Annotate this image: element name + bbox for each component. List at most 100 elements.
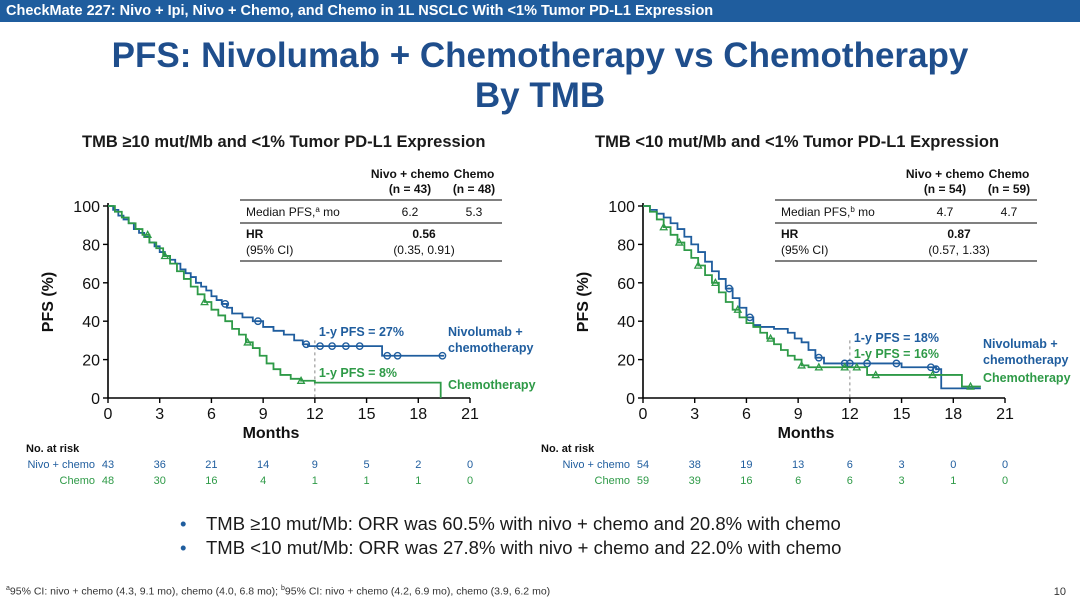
risk-value-nivo: 0 (1002, 459, 1008, 471)
risk-value-nivo: 21 (205, 459, 217, 471)
risk-value-chemo: 6 (795, 475, 801, 487)
risk-value-chemo: 59 (637, 475, 649, 487)
stats-hr-value: 0.56 (412, 227, 436, 241)
y-tick-label: 0 (91, 391, 100, 408)
nivo-km-curve (643, 205, 981, 390)
x-tick-label: 12 (841, 406, 859, 423)
y-tick-label: 80 (82, 237, 100, 254)
risk-value-chemo: 6 (847, 475, 853, 487)
footnote-text-b: 95% CI: nivo + chemo (4.2, 6.9 mo), chem… (284, 585, 551, 598)
stats-col2-n: (n = 48) (453, 182, 495, 196)
chemo-censor-marker (766, 333, 775, 342)
y-axis-label: PFS (%) (40, 272, 57, 332)
x-tick-label: 18 (944, 406, 962, 423)
chemo-censor-marker (243, 337, 253, 346)
risk-value-chemo: 39 (689, 475, 701, 487)
risk-table-header: No. at risk (541, 443, 595, 455)
footnote-sup-b: b (281, 585, 285, 592)
x-axis-label: Months (778, 425, 835, 442)
y-tick-label: 100 (608, 199, 635, 216)
x-tick-label: 15 (358, 406, 376, 423)
stats-ci-label: (95% CI) (246, 243, 293, 257)
risk-value-nivo: 3 (899, 459, 905, 471)
risk-value-nivo: 0 (950, 459, 956, 471)
risk-row-label-nivo: Nivo + chemo (562, 459, 630, 471)
risk-value-nivo: 9 (312, 459, 318, 471)
risk-table-header: No. at risk (26, 443, 80, 455)
risk-value-chemo: 16 (740, 475, 752, 487)
x-tick-label: 18 (409, 406, 427, 423)
risk-value-chemo: 1 (312, 475, 318, 487)
nivo-censor-marker (393, 351, 402, 360)
nivo-censor-marker (302, 340, 311, 349)
chemo-legend-label: Chemotherapy (983, 371, 1071, 385)
slide-title: PFS: Nivolumab + Chemotherapy vs Chemoth… (0, 36, 1080, 116)
median-label-unit: mo (855, 205, 875, 219)
risk-value-chemo: 1 (415, 475, 421, 487)
stats-median-label: Median PFS,a mo (246, 205, 340, 219)
x-tick-label: 12 (306, 406, 324, 423)
nivo-censor-marker (438, 351, 447, 360)
chemo-censor-marker (814, 362, 824, 371)
footnote-sup-a: a (6, 585, 10, 592)
y-tick-label: 0 (626, 391, 635, 408)
risk-value-nivo: 36 (154, 459, 166, 471)
y-tick-label: 40 (617, 314, 635, 331)
nivo-legend-label: Nivolumab + (448, 325, 523, 339)
bullet-text: TMB ≥10 mut/Mb: ORR was 60.5% with nivo … (206, 513, 841, 534)
chemo-1y-pfs-annotation: 1-y PFS = 8% (319, 366, 397, 380)
nivo-censor-marker (725, 284, 734, 293)
orr-bullet-list: • TMB ≥10 mut/Mb: ORR was 60.5% with nivo… (180, 512, 841, 560)
nivo-1y-pfs-annotation: 1-y PFS = 18% (854, 331, 939, 345)
y-tick-label: 60 (617, 276, 635, 293)
nivo-censor-marker (383, 351, 392, 360)
risk-value-chemo: 4 (260, 475, 266, 487)
nivo-legend-label: Nivolumab + (983, 337, 1058, 351)
nivo-censor-marker (254, 317, 262, 326)
y-axis-label: PFS (%) (575, 272, 592, 332)
nivo-censor-marker (316, 342, 324, 351)
left-panel-title: TMB ≥10 mut/Mb and <1% Tumor PD-L1 Expre… (82, 133, 486, 151)
risk-value-chemo: 3 (899, 475, 905, 487)
x-tick-label: 21 (461, 406, 479, 423)
chemo-censor-marker (674, 237, 684, 246)
chemo-censor-marker (200, 297, 209, 306)
stats-hr-value: 0.87 (947, 227, 971, 241)
x-tick-label: 9 (794, 406, 803, 423)
chemo-1y-pfs-annotation: 1-y PFS = 16% (854, 347, 939, 361)
nivo-censor-marker (341, 342, 350, 351)
stats-median-nivo: 6.2 (402, 205, 419, 219)
risk-value-nivo: 5 (364, 459, 370, 471)
title-line-2: By TMB (474, 76, 606, 115)
title-line-1: PFS: Nivolumab + Chemotherapy vs Chemoth… (111, 36, 969, 75)
x-tick-label: 0 (104, 406, 113, 423)
x-tick-label: 9 (259, 406, 268, 423)
right-panel-title: TMB <10 mut/Mb and <1% Tumor PD-L1 Expre… (595, 133, 1000, 151)
nivo-censor-marker (355, 342, 364, 351)
nivo-1y-pfs-annotation: 1-y PFS = 27% (319, 325, 404, 339)
y-tick-label: 100 (73, 199, 100, 216)
stats-col2-header: Chemo (989, 167, 1030, 181)
slide-banner: CheckMate 227: Nivo + Ipi, Nivo + Chemo,… (0, 0, 1080, 22)
stats-median-label: Median PFS,b mo (781, 205, 875, 219)
chemo-censor-marker (693, 260, 703, 269)
risk-value-nivo: 14 (257, 459, 269, 471)
chemo-censor-marker (160, 251, 170, 260)
bullet-item: • TMB <10 mut/Mb: ORR was 27.8% with nivo… (180, 536, 841, 560)
chemo-censor-marker (659, 222, 669, 231)
chemo-censor-marker (852, 362, 862, 371)
chemo-censor-marker (966, 381, 975, 390)
chemo-censor-marker (871, 370, 881, 379)
nivo-censor-marker (328, 342, 336, 351)
stats-ci-value: (0.57, 1.33) (928, 243, 989, 257)
x-axis-label: Months (243, 425, 300, 442)
nivo-km-curve (108, 205, 445, 357)
risk-value-chemo: 1 (364, 475, 370, 487)
x-tick-label: 3 (690, 406, 699, 423)
risk-value-nivo: 0 (467, 459, 473, 471)
median-label-text: Median PFS, (781, 205, 850, 219)
stats-col1-n: (n = 43) (389, 182, 431, 196)
x-tick-label: 3 (155, 406, 164, 423)
chemo-censor-marker (296, 375, 306, 384)
nivo-censor-marker (221, 300, 230, 308)
